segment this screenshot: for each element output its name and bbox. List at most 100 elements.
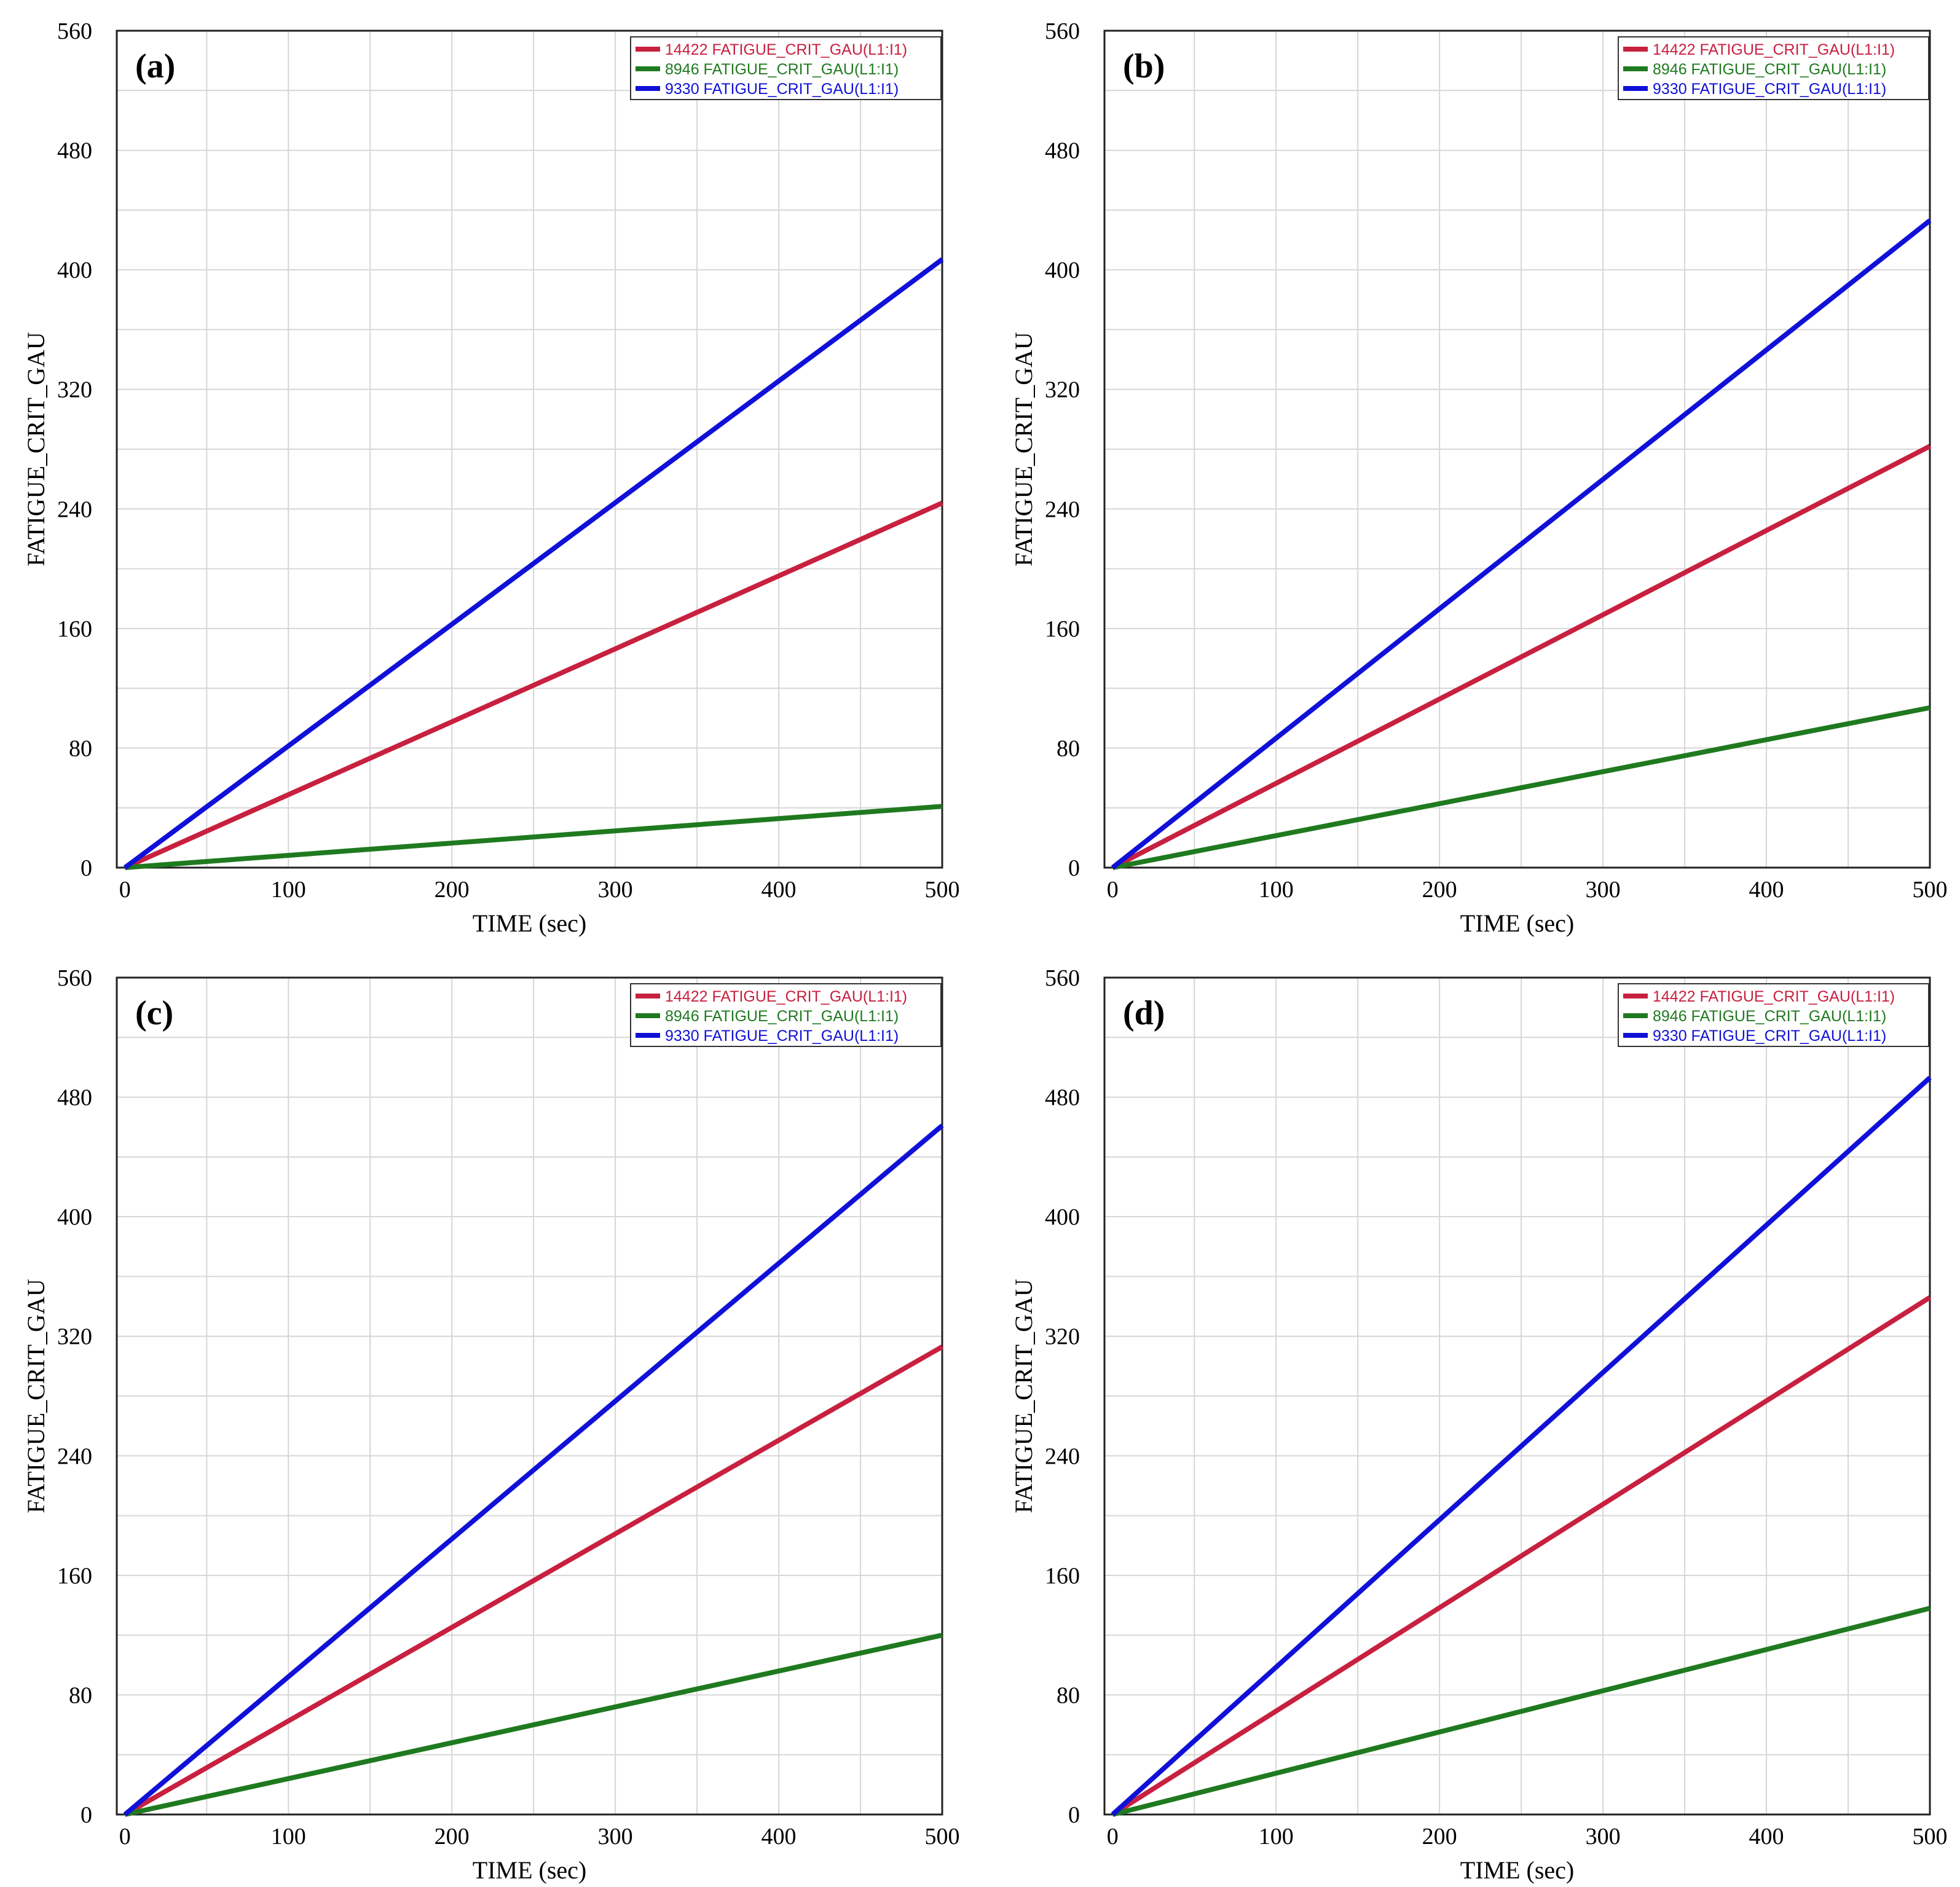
y-tick-label: 320 bbox=[1045, 377, 1080, 403]
legend-box bbox=[630, 36, 942, 100]
x-tick-label: 400 bbox=[762, 877, 797, 903]
y-tick-label: 0 bbox=[1068, 855, 1080, 881]
y-tick-label: 400 bbox=[1045, 257, 1080, 283]
legend: 14422 FATIGUE_CRIT_GAU(L1:I1) 8946 FATIGU… bbox=[630, 36, 942, 100]
legend-label: 8946 FATIGUE_CRIT_GAU(L1:I1) bbox=[1653, 1008, 1886, 1025]
x-tick-label: 300 bbox=[1586, 877, 1621, 903]
x-tick-label: 300 bbox=[1586, 1824, 1621, 1850]
series-line bbox=[1112, 705, 1930, 870]
x-axis-title: TIME (sec) bbox=[473, 909, 586, 937]
x-tick-label: 0 bbox=[1107, 877, 1119, 903]
y-tick-label: 0 bbox=[81, 855, 92, 881]
x-axis-title: TIME (sec) bbox=[473, 1856, 586, 1884]
legend-box bbox=[1618, 36, 1929, 100]
x-tick-label: 200 bbox=[435, 1824, 470, 1850]
y-tick-label: 240 bbox=[57, 1443, 92, 1469]
plot-frame bbox=[1103, 976, 1931, 1816]
series-line bbox=[124, 804, 943, 870]
legend-label: 14422 FATIGUE_CRIT_GAU(L1:I1) bbox=[1653, 988, 1895, 1005]
panel-label: (c) bbox=[135, 994, 173, 1032]
y-tick-label: 560 bbox=[57, 18, 92, 44]
x-tick-label: 500 bbox=[925, 1824, 960, 1850]
legend: 14422 FATIGUE_CRIT_GAU(L1:I1) 8946 FATIGU… bbox=[1618, 36, 1929, 100]
x-axis-title: TIME (sec) bbox=[1460, 909, 1574, 937]
series-line bbox=[124, 500, 943, 870]
series-line bbox=[123, 1123, 944, 1817]
legend: 14422 FATIGUE_CRIT_GAU(L1:I1) 8946 FATIGU… bbox=[1618, 983, 1929, 1047]
x-tick-label: 100 bbox=[271, 1824, 306, 1850]
x-tick-label: 500 bbox=[1913, 1824, 1948, 1850]
x-tick-label: 500 bbox=[925, 877, 960, 903]
y-tick-label: 560 bbox=[1045, 965, 1080, 991]
panel-label: (b) bbox=[1123, 47, 1165, 85]
y-tick-label: 480 bbox=[1045, 138, 1080, 164]
x-tick-label: 0 bbox=[119, 1824, 131, 1850]
y-tick-label: 160 bbox=[57, 1563, 92, 1589]
legend-label: 8946 FATIGUE_CRIT_GAU(L1:I1) bbox=[1653, 61, 1886, 78]
series-line bbox=[123, 257, 944, 870]
legend-label: 14422 FATIGUE_CRIT_GAU(L1:I1) bbox=[665, 988, 907, 1005]
series-line bbox=[1111, 218, 1932, 870]
legend-label: 8946 FATIGUE_CRIT_GAU(L1:I1) bbox=[665, 61, 899, 78]
y-tick-label: 400 bbox=[1045, 1204, 1080, 1230]
x-tick-label: 300 bbox=[598, 1824, 633, 1850]
y-tick-label: 160 bbox=[57, 616, 92, 642]
legend-label: 14422 FATIGUE_CRIT_GAU(L1:I1) bbox=[1653, 41, 1895, 58]
x-tick-label: 500 bbox=[1913, 877, 1948, 903]
y-tick-label: 480 bbox=[57, 1085, 92, 1111]
chart-panel: 0 80 160 240 320 400 480 560 0 100 200 300 400 500 TIM… bbox=[1010, 965, 1948, 1884]
series-line bbox=[1112, 1606, 1930, 1817]
legend-box bbox=[1618, 983, 1929, 1047]
legend-label: 8946 FATIGUE_CRIT_GAU(L1:I1) bbox=[665, 1008, 899, 1025]
series-line bbox=[1111, 1075, 1932, 1816]
x-tick-label: 200 bbox=[1422, 1824, 1457, 1850]
x-tick-label: 0 bbox=[119, 877, 131, 903]
y-tick-label: 0 bbox=[1068, 1802, 1080, 1828]
series-line bbox=[124, 1344, 943, 1817]
y-tick-label: 400 bbox=[57, 1204, 92, 1230]
y-tick-label: 480 bbox=[57, 138, 92, 164]
y-tick-label: 80 bbox=[69, 736, 92, 761]
legend: 14422 FATIGUE_CRIT_GAU(L1:I1) 8946 FATIGU… bbox=[630, 983, 942, 1047]
legend-label: 9330 FATIGUE_CRIT_GAU(L1:I1) bbox=[1653, 1027, 1886, 1045]
x-tick-label: 200 bbox=[435, 877, 470, 903]
x-tick-label: 100 bbox=[1259, 877, 1294, 903]
y-tick-label: 480 bbox=[1045, 1085, 1080, 1111]
legend-box bbox=[630, 983, 942, 1047]
x-tick-label: 400 bbox=[762, 1824, 797, 1850]
y-tick-label: 240 bbox=[57, 496, 92, 522]
legend-label: 9330 FATIGUE_CRIT_GAU(L1:I1) bbox=[665, 80, 899, 98]
y-tick-label: 80 bbox=[69, 1682, 92, 1708]
y-tick-label: 0 bbox=[81, 1802, 92, 1828]
legend-label: 9330 FATIGUE_CRIT_GAU(L1:I1) bbox=[1653, 80, 1886, 98]
chart-panel: 0 80 160 240 320 400 480 560 0 100 200 300 400 500 TIM… bbox=[22, 18, 960, 937]
y-tick-label: 560 bbox=[1045, 18, 1080, 44]
y-tick-label: 160 bbox=[1045, 1563, 1080, 1589]
x-tick-label: 400 bbox=[1749, 877, 1784, 903]
x-tick-label: 0 bbox=[1107, 1824, 1119, 1850]
y-tick-label: 80 bbox=[1057, 736, 1080, 761]
plot-frame bbox=[1103, 29, 1931, 869]
y-axis-title: FATIGUE_CRIT_GAU bbox=[22, 1279, 50, 1513]
series-line bbox=[1111, 1295, 1932, 1817]
y-tick-label: 320 bbox=[57, 1324, 92, 1350]
legend-label: 14422 FATIGUE_CRIT_GAU(L1:I1) bbox=[665, 41, 907, 58]
y-axis-title: FATIGUE_CRIT_GAU bbox=[1010, 1279, 1037, 1513]
x-tick-label: 100 bbox=[271, 877, 306, 903]
y-tick-label: 320 bbox=[1045, 1324, 1080, 1350]
x-tick-label: 200 bbox=[1422, 877, 1457, 903]
y-tick-label: 400 bbox=[57, 257, 92, 283]
panel-label: (a) bbox=[135, 47, 175, 85]
chart-panel: 0 80 160 240 320 400 480 560 0 100 200 300 400 500 TIM… bbox=[1010, 18, 1948, 937]
plot-frame bbox=[116, 976, 943, 1816]
plot-frame bbox=[116, 29, 943, 869]
y-tick-label: 80 bbox=[1057, 1682, 1080, 1708]
y-tick-label: 320 bbox=[57, 377, 92, 403]
panel-label: (d) bbox=[1123, 994, 1165, 1032]
y-tick-label: 240 bbox=[1045, 496, 1080, 522]
x-tick-label: 100 bbox=[1259, 1824, 1294, 1850]
x-axis-title: TIME (sec) bbox=[1460, 1856, 1574, 1884]
chart-panel: 0 80 160 240 320 400 480 560 0 100 200 300 400 500 TIM… bbox=[22, 965, 960, 1884]
y-tick-label: 160 bbox=[1045, 616, 1080, 642]
